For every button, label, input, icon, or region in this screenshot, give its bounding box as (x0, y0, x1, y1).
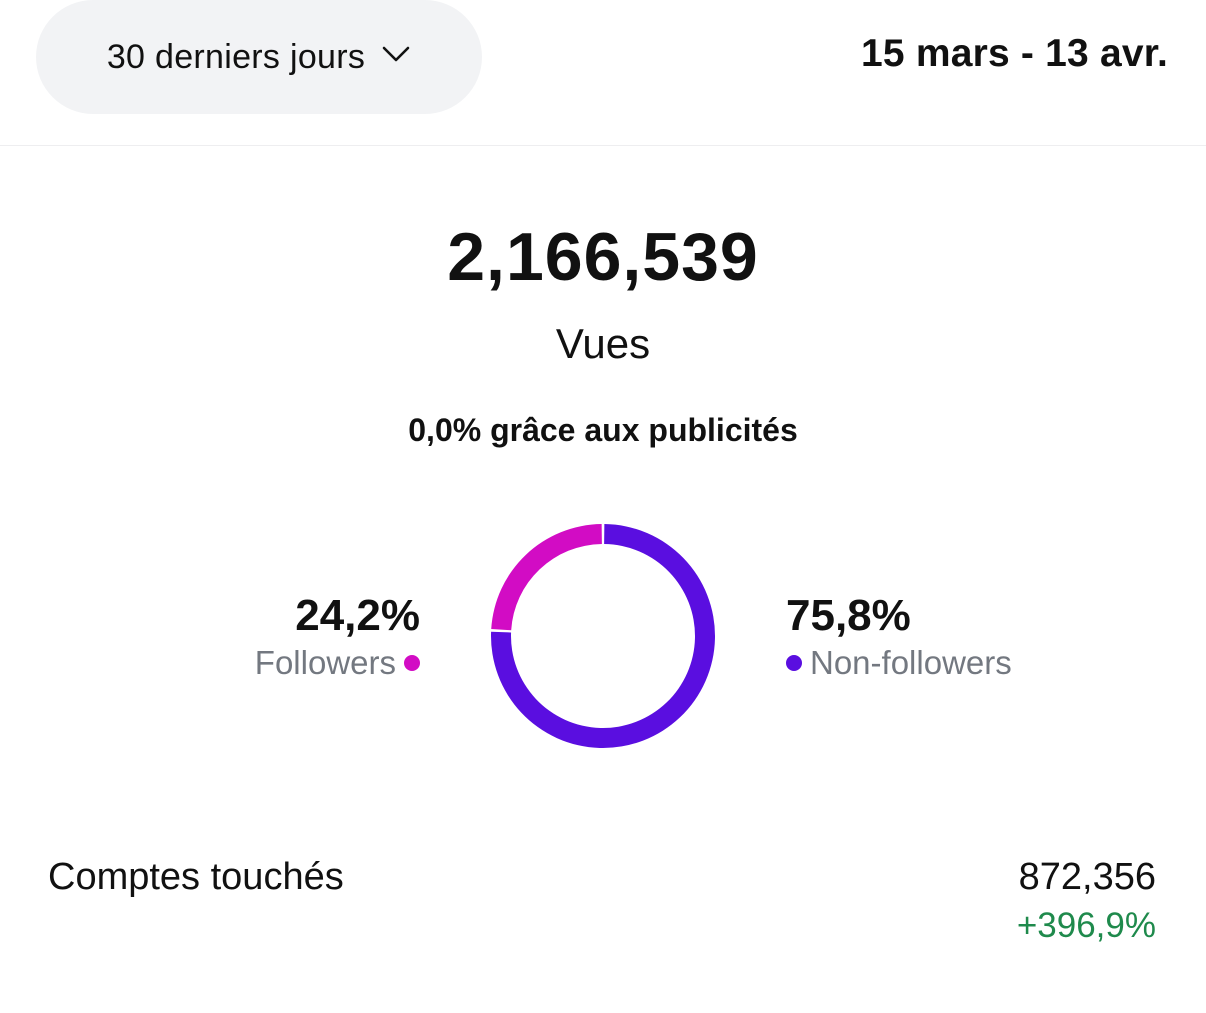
reach-change: +396,9% (1016, 906, 1156, 945)
followers-percentage: 24,2% (295, 591, 420, 640)
non-followers-legend: Non-followers (786, 642, 1012, 684)
non-followers-legend-dot (786, 655, 802, 671)
period-select-button[interactable]: 30 derniers jours (36, 0, 482, 114)
donut-slice-followers (491, 524, 602, 631)
period-label: 30 derniers jours (106, 37, 366, 76)
views-count: 2,166,539 (447, 219, 759, 295)
reach-label: Comptes touchés (48, 856, 344, 898)
followers-stat: 24,2% Followers (255, 590, 420, 684)
top-bar: 30 derniers jours 15 mars - 13 avr. (0, 0, 1206, 146)
followers-legend: Followers (255, 642, 420, 684)
non-followers-label: Non-followers (810, 644, 1012, 681)
non-followers-percentage: 75,8% (786, 591, 911, 640)
followers-legend-dot (404, 655, 420, 671)
reach-value: 872,356 (1018, 856, 1156, 898)
date-range: 15 mars - 13 avr. (861, 32, 1168, 75)
views-label: Vues (555, 320, 651, 367)
ads-note: 0,0% grâce aux publicités (408, 412, 798, 448)
audience-donut-chart (491, 524, 715, 748)
followers-label: Followers (254, 644, 396, 681)
chevron-down-icon (381, 39, 411, 69)
non-followers-stat: 75,8% Non-followers (786, 590, 1012, 684)
